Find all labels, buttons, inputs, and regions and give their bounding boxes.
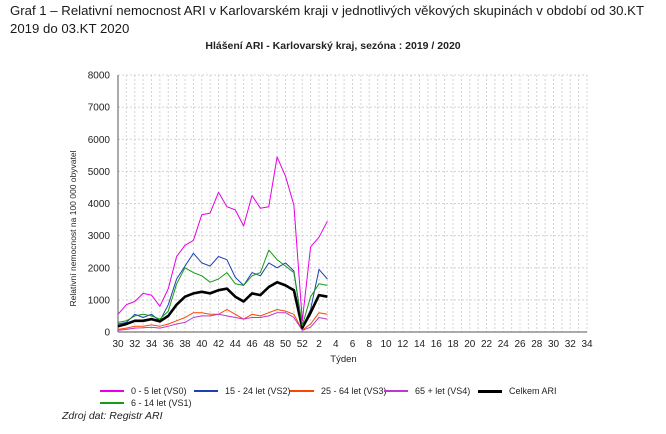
x-tick-label: 32: [129, 339, 141, 350]
series-line-15-24-let-vs2: [117, 252, 328, 328]
series-line-0-5-let-vs0: [117, 156, 328, 322]
x-tick-label: 2: [316, 339, 322, 350]
series-line-65-let-vs4: [117, 312, 328, 331]
y-tick-label: 8000: [88, 71, 111, 82]
x-tick-label: 10: [380, 339, 392, 350]
x-tick-label: 20: [464, 339, 476, 350]
x-tick-label: 14: [414, 339, 426, 350]
x-tick-label: 26: [514, 339, 526, 350]
x-tick-label: 22: [481, 339, 493, 350]
y-axis-label: Relativní nemocnost na 100 000 obyvatel: [68, 150, 78, 306]
x-tick-label: 48: [263, 339, 275, 350]
y-tick-label: 2000: [88, 263, 111, 274]
y-tick-label: 7000: [88, 103, 111, 114]
x-tick-label: 44: [230, 339, 242, 350]
x-tick-label: 28: [531, 339, 543, 350]
x-tick-label: 16: [431, 339, 443, 350]
x-tick-label: 42: [213, 339, 225, 350]
x-axis-label: Týden: [330, 354, 356, 365]
x-tick-label: 32: [565, 339, 577, 350]
data-source-note: Zdroj dat: Registr ARI: [62, 410, 163, 422]
y-tick-label: 5000: [88, 167, 111, 178]
x-tick-label: 52: [297, 339, 309, 350]
y-tick-label: 4000: [88, 199, 111, 210]
y-tick-label: 1000: [88, 295, 111, 306]
x-tick-label: 34: [146, 339, 158, 350]
x-tick-label: 50: [280, 339, 292, 350]
y-tick-label: 6000: [88, 135, 111, 146]
x-tick-label: 46: [246, 339, 258, 350]
series-line-celkem-ari: [117, 280, 328, 330]
x-tick-label: 6: [350, 339, 356, 350]
x-tick-label: 24: [498, 339, 510, 350]
x-tick-label: 36: [163, 339, 175, 350]
figure-caption: Graf 1 – Relativní nemocnost ARI v Karlo…: [10, 3, 644, 36]
x-tick-label: 18: [447, 339, 459, 350]
x-tick-label: 30: [548, 339, 560, 350]
chart-title: Hlášení ARI - Karlovarský kraj, sezóna :…: [205, 40, 461, 52]
x-tick-label: 40: [196, 339, 208, 350]
x-tick-label: 38: [179, 339, 191, 350]
series-line-25-64-let-vs3: [117, 309, 328, 331]
x-tick-label: 8: [366, 339, 372, 350]
x-tick-label: 12: [397, 339, 409, 350]
y-tick-label: 0: [104, 328, 110, 339]
x-tick-label: 34: [581, 339, 593, 350]
x-tick-label: 30: [112, 339, 124, 350]
x-tick-label: 4: [333, 339, 339, 350]
y-tick-label: 3000: [88, 231, 111, 242]
series-line-6-14-let-vs1: [117, 249, 328, 327]
